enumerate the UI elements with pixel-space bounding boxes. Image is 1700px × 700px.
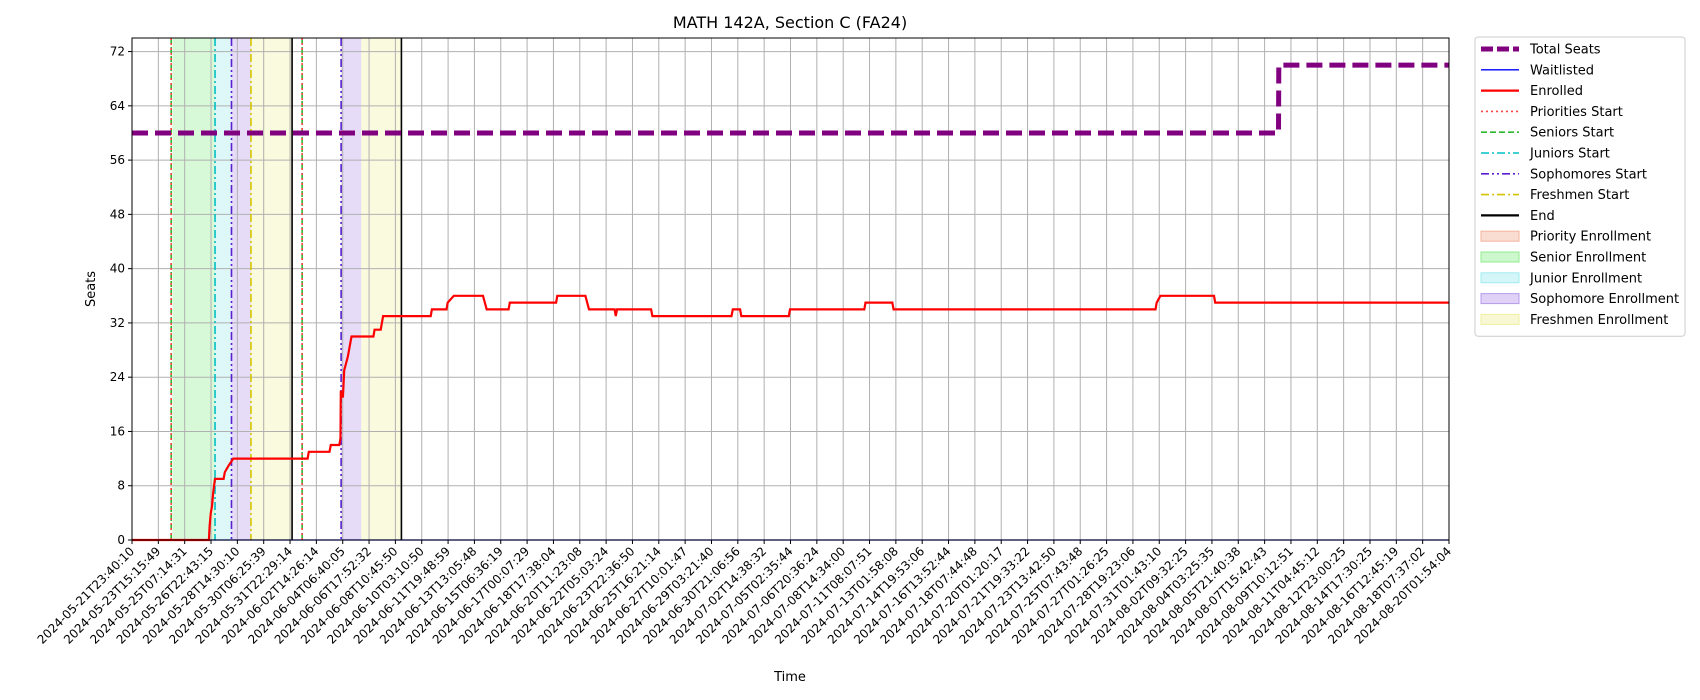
legend-label: Juniors Start (1529, 147, 1610, 162)
y-tick-label: 32 (110, 316, 125, 330)
y-axis-label: Seats (84, 271, 99, 307)
shaded-region (361, 38, 402, 540)
legend-swatch (1480, 313, 1520, 325)
y-tick-label: 24 (110, 370, 125, 384)
y-tick-label: 40 (110, 262, 125, 276)
legend-label: Seniors Start (1530, 126, 1614, 141)
legend: Total Seats Waitlisted Enrolled Priorities … (1474, 36, 1686, 337)
y-tick-label: 56 (110, 153, 125, 167)
shaded-region (250, 38, 293, 540)
legend-label: Sophomore Enrollment (1530, 292, 1679, 307)
plot-area: 0816243240485664722024-05-21T23:40:10202… (35, 37, 1454, 647)
legend-label: Total Seats (1529, 43, 1601, 58)
legend-label: End (1530, 209, 1555, 224)
y-tick-label: 64 (110, 99, 125, 113)
shaded-region (172, 38, 216, 540)
legend-label: Waitlisted (1530, 63, 1594, 78)
series-total-seats (132, 62, 1449, 136)
y-tick-label: 16 (110, 424, 125, 438)
legend-swatch (1480, 230, 1520, 242)
shaded-region (231, 38, 251, 540)
y-tick-label: 0 (117, 533, 125, 547)
y-tick-label: 48 (110, 207, 125, 221)
legend-label: Freshmen Enrollment (1530, 313, 1668, 328)
shaded-region (341, 38, 362, 540)
legend-swatch (1480, 293, 1520, 305)
legend-label: Priority Enrollment (1530, 230, 1651, 245)
legend-label: Priorities Start (1530, 105, 1623, 120)
legend-label: Sophomores Start (1530, 167, 1647, 182)
legend-swatch (1480, 251, 1520, 263)
legend-box (1474, 36, 1686, 337)
y-tick-label: 72 (110, 45, 125, 59)
chart-title: MATH 142A, Section C (FA24) (673, 13, 907, 32)
y-tick-label: 8 (117, 479, 125, 493)
legend-label: Enrolled (1530, 84, 1583, 99)
series-enrolled (132, 294, 1449, 542)
shaded-region (215, 38, 232, 540)
legend-label: Senior Enrollment (1530, 251, 1646, 266)
x-axis-label: Time (773, 670, 806, 685)
legend-label: Junior Enrollment (1529, 271, 1642, 286)
legend-swatch (1480, 272, 1520, 284)
legend-label: Freshmen Start (1530, 188, 1629, 203)
